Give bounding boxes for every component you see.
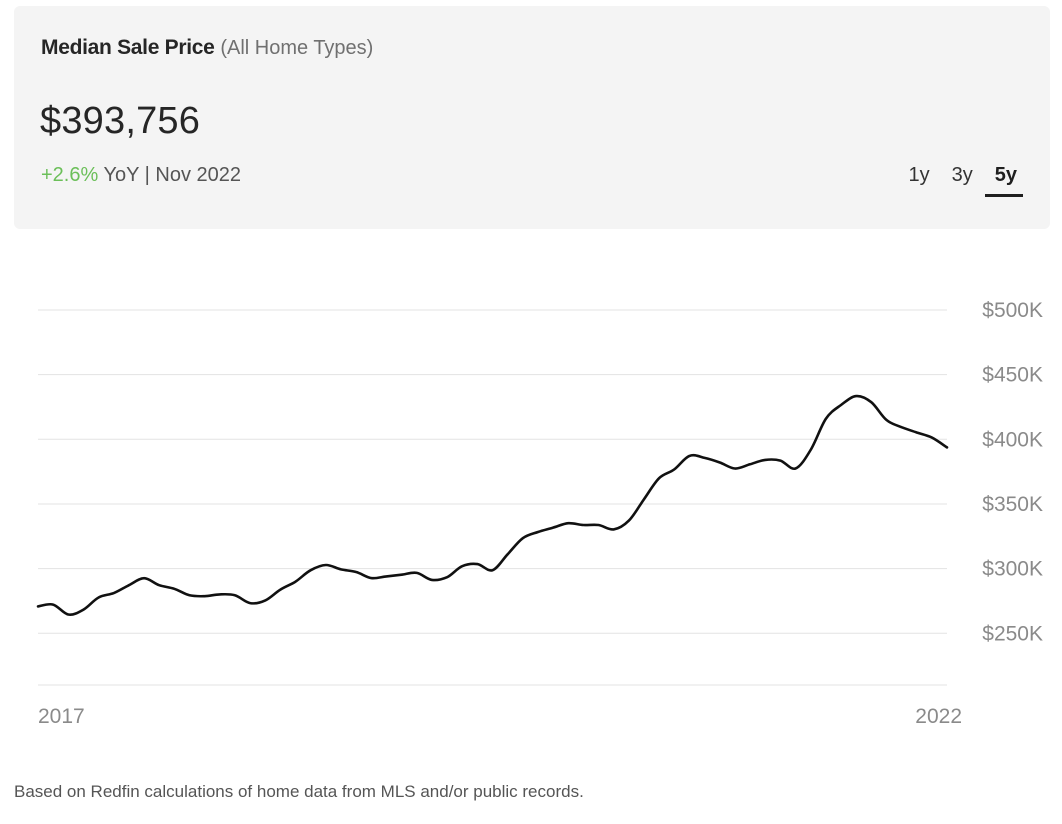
yoy-change-suffix: YoY | Nov 2022 — [103, 164, 241, 186]
change-row: +2.6% YoY | Nov 2022 — [41, 164, 241, 187]
price-series-line — [36, 394, 949, 616]
tab-5y[interactable]: 5y — [984, 164, 1024, 197]
yoy-change-percent: +2.6% — [41, 164, 99, 186]
chart-title: Median Sale Price (All Home Types) — [41, 36, 373, 60]
y-tick-label: $400K — [982, 428, 1043, 451]
chart-gridlines — [38, 309, 947, 686]
y-tick-label: $350K — [982, 493, 1043, 516]
tab-3y[interactable]: 3y — [951, 164, 973, 186]
title-main: Median Sale Price — [41, 36, 215, 59]
y-axis-labels: $250K $300K $350K $400K $450K $500K — [982, 299, 1043, 645]
range-tabs: 1y 3y 5y — [898, 164, 1025, 197]
y-tick-label: $450K — [982, 364, 1043, 387]
y-tick-label: $500K — [982, 299, 1043, 322]
title-subtitle: (All Home Types) — [220, 37, 374, 59]
footnote: Based on Redfin calculations of home dat… — [14, 782, 584, 801]
x-tick-label: 2017 — [38, 705, 85, 728]
x-axis-labels: 2017 2022 — [38, 705, 962, 728]
y-tick-label: $300K — [982, 558, 1043, 581]
summary-card: Median Sale Price (All Home Types) $393,… — [14, 6, 1050, 229]
median-sale-price-chart: $250K $300K $350K $400K $450K $500K 2017 2022 — [36, 299, 1043, 728]
tab-1y[interactable]: 1y — [908, 164, 930, 186]
median-price-value: $393,756 — [40, 100, 201, 142]
x-tick-label: 2022 — [915, 705, 962, 728]
y-tick-label: $250K — [982, 622, 1043, 645]
